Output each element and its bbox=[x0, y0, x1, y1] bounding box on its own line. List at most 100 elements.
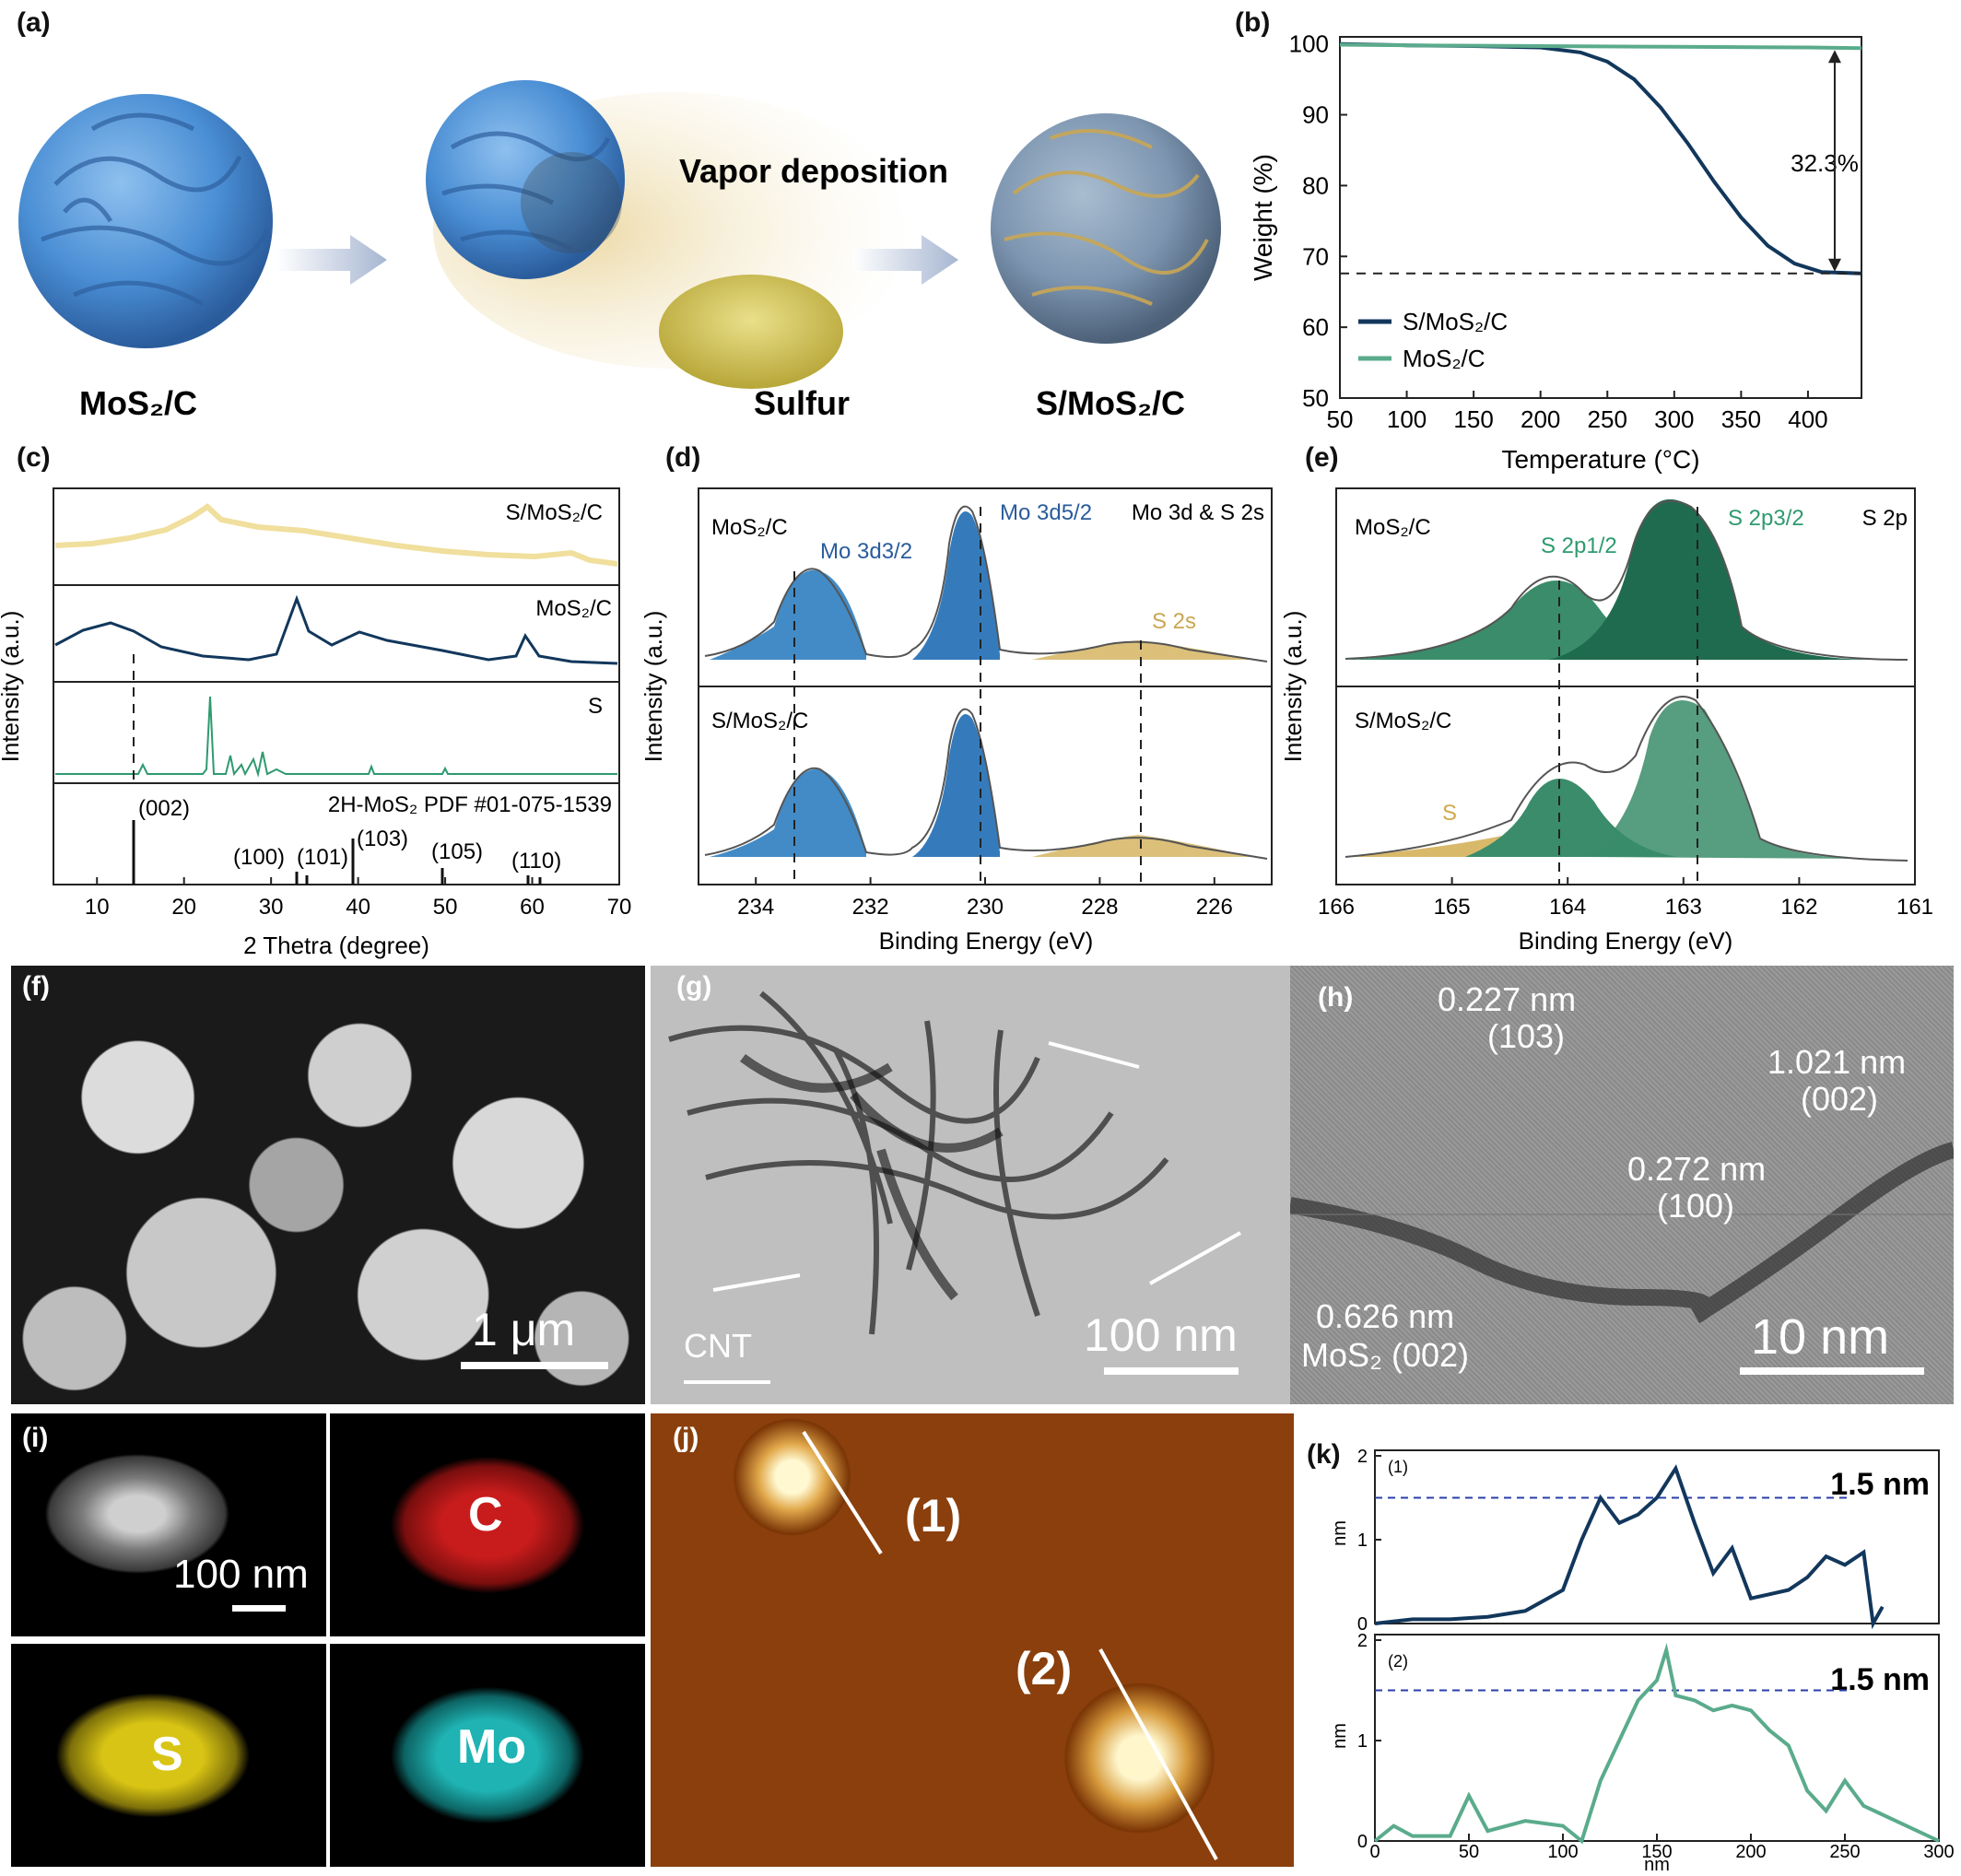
peak-label-s2s: S 2s bbox=[1152, 609, 1196, 634]
mos2c-sphere bbox=[18, 94, 273, 348]
peak-label-mo3d52: Mo 3d5/2 bbox=[1000, 500, 1092, 525]
chart-title: S 2p bbox=[1862, 506, 1908, 531]
map-label-mo: Mo bbox=[457, 1720, 527, 1774]
peak-s2s-fill bbox=[1032, 640, 1253, 660]
trace-mos2c bbox=[54, 594, 618, 665]
x-tick-label: 150 bbox=[1641, 1842, 1672, 1862]
panel-label-k: (k) bbox=[1307, 1439, 1341, 1470]
scale-bar bbox=[232, 1605, 286, 1612]
map-label-c: C bbox=[468, 1488, 503, 1542]
pdf-sticks bbox=[132, 820, 542, 885]
label-vapor-deposition: Vapor deposition bbox=[679, 152, 948, 190]
y-tick-label: 0 bbox=[1357, 1832, 1368, 1852]
height-value-1: 1.5 nm bbox=[1830, 1467, 1930, 1502]
smos2c-sphere bbox=[991, 113, 1221, 344]
scale-label: 1 μm bbox=[472, 1304, 576, 1355]
panel-h-hrtem-image: (h) 0.227 nm (103) 1.021 nm (002) 0.272 … bbox=[1290, 966, 1954, 1404]
y-tick-label: 50 bbox=[1302, 384, 1329, 412]
peak-100: (100) bbox=[233, 845, 285, 870]
series-line-smos2c bbox=[1339, 41, 1862, 276]
x-tick-label: 30 bbox=[259, 895, 284, 920]
panel-e: (e) MoS₂/C S/MoS₂/C S 2p S 2p1/2 S 2p3/2… bbox=[1281, 442, 1961, 967]
schematic-illustration: MoS₂/C Vapor deposition Sulfur S/MoS₂/C bbox=[18, 80, 1221, 422]
label-mos2c: MoS₂/C bbox=[79, 384, 197, 422]
panel-label-j: (j) bbox=[673, 1423, 699, 1453]
chart-title: Mo 3d & S 2s bbox=[1132, 500, 1264, 525]
x-axis-label: Binding Energy (eV) bbox=[879, 927, 1094, 955]
x-tick-label: 234 bbox=[737, 895, 774, 920]
x-tick-label: 10 bbox=[85, 895, 110, 920]
d-spacing-4: 0.626 nm bbox=[1316, 1297, 1455, 1335]
eds-map-c: C bbox=[330, 1413, 645, 1636]
y-tick-label: 2 bbox=[1357, 1631, 1368, 1651]
y-axis-label: Intensity (a.u.) bbox=[0, 611, 24, 763]
x-tick-label: 165 bbox=[1434, 895, 1471, 920]
x-tick-label: 0 bbox=[1369, 1842, 1380, 1862]
trace-label-mos2c: MoS₂/C bbox=[535, 596, 612, 621]
scale-label: 10 nm bbox=[1751, 1309, 1890, 1365]
x-tick-label: 70 bbox=[607, 895, 632, 920]
arrow-icon bbox=[1048, 1041, 1140, 1069]
d-spacing-2: 1.021 nm bbox=[1767, 1043, 1907, 1081]
scale-bar bbox=[1740, 1367, 1924, 1375]
scale-bar bbox=[1104, 1367, 1239, 1375]
panel-f-sem-image: (f) 1 μm bbox=[11, 966, 645, 1404]
x-tick-label: 226 bbox=[1196, 895, 1233, 920]
xrd-chart: S/MoS₂/C MoS₂/C S 2H-MoS₂ PDF #01-075-15… bbox=[0, 487, 632, 959]
x-tick-label: 200 bbox=[1735, 1842, 1766, 1862]
legend-smos2c: S/MoS₂/C bbox=[1403, 308, 1508, 335]
x-tick-label: 164 bbox=[1549, 895, 1586, 920]
mos2c-sphere-deposit bbox=[426, 80, 625, 279]
panel-label-b: (b) bbox=[1235, 7, 1271, 38]
peak-mo3d52-fill bbox=[912, 714, 1000, 857]
xps-s-chart: MoS₂/C S/MoS₂/C S 2p S 2p1/2 S 2p3/2 S 1… bbox=[1281, 487, 1933, 955]
scale-label: 100 nm bbox=[173, 1552, 309, 1597]
x-tick-label: 50 bbox=[1459, 1842, 1479, 1862]
peak-103: (103) bbox=[357, 827, 408, 851]
panel-label-h: (h) bbox=[1318, 982, 1354, 1013]
x-tick-label: 166 bbox=[1318, 895, 1355, 920]
panel-label-c: (c) bbox=[17, 442, 51, 473]
y-tick-label: 1 bbox=[1357, 1530, 1368, 1551]
profile-line-2 bbox=[1373, 1642, 1940, 1845]
scale-label: 100 nm bbox=[1084, 1309, 1238, 1361]
marker-2: (2) bbox=[1016, 1643, 1073, 1694]
peak-s2p32-fill bbox=[1548, 498, 1880, 660]
panel-c: (c) S/MoS₂/C MoS₂/C S 2H-MoS₂ PDF #01-07… bbox=[0, 442, 636, 967]
x-tick-label: 60 bbox=[520, 895, 545, 920]
series-line-mos2c bbox=[1339, 42, 1862, 51]
legend-mos2c: MoS₂/C bbox=[1403, 345, 1485, 372]
panel-d: (d) MoS₂/C S/MoS₂/C Mo 3d & S 2s Mo 3d3/… bbox=[636, 442, 1281, 967]
y-axis-label: Weight (%) bbox=[1249, 154, 1277, 281]
d-spacing-1: 0.227 nm bbox=[1438, 980, 1577, 1018]
eds-map-s: S bbox=[11, 1644, 326, 1867]
arrow-icon bbox=[276, 235, 387, 285]
d-spacing-3: 0.272 nm bbox=[1627, 1150, 1767, 1188]
profile-line-1 bbox=[1374, 1464, 1885, 1630]
plane-3: (100) bbox=[1657, 1187, 1735, 1225]
peak-002: (002) bbox=[138, 796, 190, 821]
peak-101: (101) bbox=[297, 845, 348, 870]
plane-2: (002) bbox=[1801, 1080, 1879, 1118]
x-tick-label: 50 bbox=[433, 895, 458, 920]
x-tick-label: 40 bbox=[346, 895, 370, 920]
x-axis-label: nm bbox=[1644, 1855, 1670, 1875]
peak-label-s2p12: S 2p1/2 bbox=[1541, 533, 1617, 558]
profile-1-frame bbox=[1374, 1449, 1940, 1624]
y-tick-label: 0 bbox=[1357, 1614, 1368, 1635]
trace-label-top: MoS₂/C bbox=[1355, 515, 1431, 540]
x-tick-label: 50 bbox=[1327, 405, 1354, 433]
peak-label-s2p32: S 2p3/2 bbox=[1728, 506, 1804, 531]
hrtem-texture bbox=[1290, 1142, 1954, 1324]
x-tick-label: 100 bbox=[1547, 1842, 1578, 1862]
profile-1-label: (1) bbox=[1388, 1458, 1408, 1476]
trace-s bbox=[55, 696, 617, 778]
peak-label-s: S bbox=[1442, 801, 1457, 826]
x-tick-label: 100 bbox=[1387, 405, 1427, 433]
x-tick-label: 20 bbox=[171, 895, 196, 920]
map-label-s: S bbox=[151, 1728, 183, 1781]
trace-label-smos2c: S/MoS₂/C bbox=[506, 500, 603, 525]
label-sulfur: Sulfur bbox=[754, 384, 850, 422]
scale-bar bbox=[461, 1362, 608, 1369]
y-tick-label: 2 bbox=[1357, 1447, 1368, 1467]
